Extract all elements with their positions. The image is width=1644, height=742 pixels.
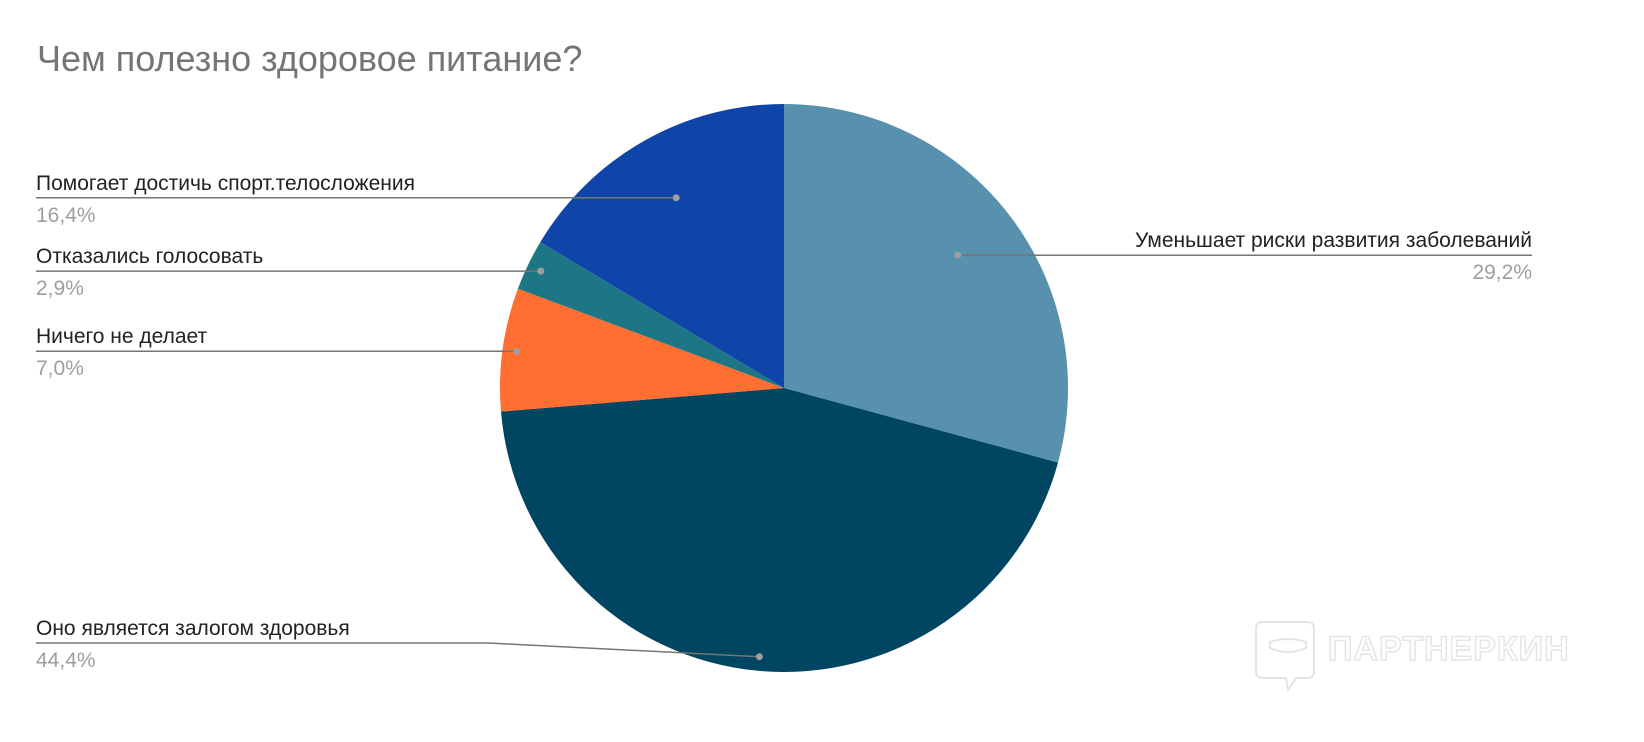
leader-line (36, 642, 760, 658)
slice-label: Помогает достичь спорт.телосложения (36, 172, 415, 195)
watermark-logo: ПАРТНЕРКИН (1255, 621, 1570, 693)
pie-slice (784, 104, 1068, 463)
slice-labels: Уменьшает риски развития заболеваний 29,2… (36, 172, 1532, 672)
watermark-text: ПАРТНЕРКИН (1328, 630, 1570, 668)
pie-slices (500, 104, 1068, 672)
leader-dot (672, 194, 680, 202)
slice-label: Уменьшает риски развития заболеваний (1135, 229, 1532, 252)
leader-lines (36, 194, 1532, 661)
pie-slice (500, 288, 784, 412)
watermark-mask-icon (1255, 621, 1315, 693)
slice-percent-label: 7,0% (36, 357, 84, 380)
leader-dot (755, 653, 763, 661)
pie-slice (540, 104, 784, 388)
slice-percent-label: 2,9% (36, 277, 84, 300)
leader-dot (954, 251, 962, 259)
slice-label: Оно является залогом здоровья (36, 617, 350, 640)
leader-dot (537, 267, 545, 275)
leader-dot (513, 347, 521, 355)
slice-percent-label: 16,4% (36, 204, 96, 227)
pie-slice (517, 242, 784, 388)
slice-percent-label: 44,4% (36, 649, 96, 672)
pie-slice (500, 388, 1059, 672)
slice-label: Отказались голосовать (36, 245, 263, 268)
slice-percent-label: 29,2% (1472, 261, 1532, 284)
slice-label: Ничего не делает (36, 325, 207, 348)
chart-title: Чем полезно здоровое питание? (37, 38, 583, 79)
